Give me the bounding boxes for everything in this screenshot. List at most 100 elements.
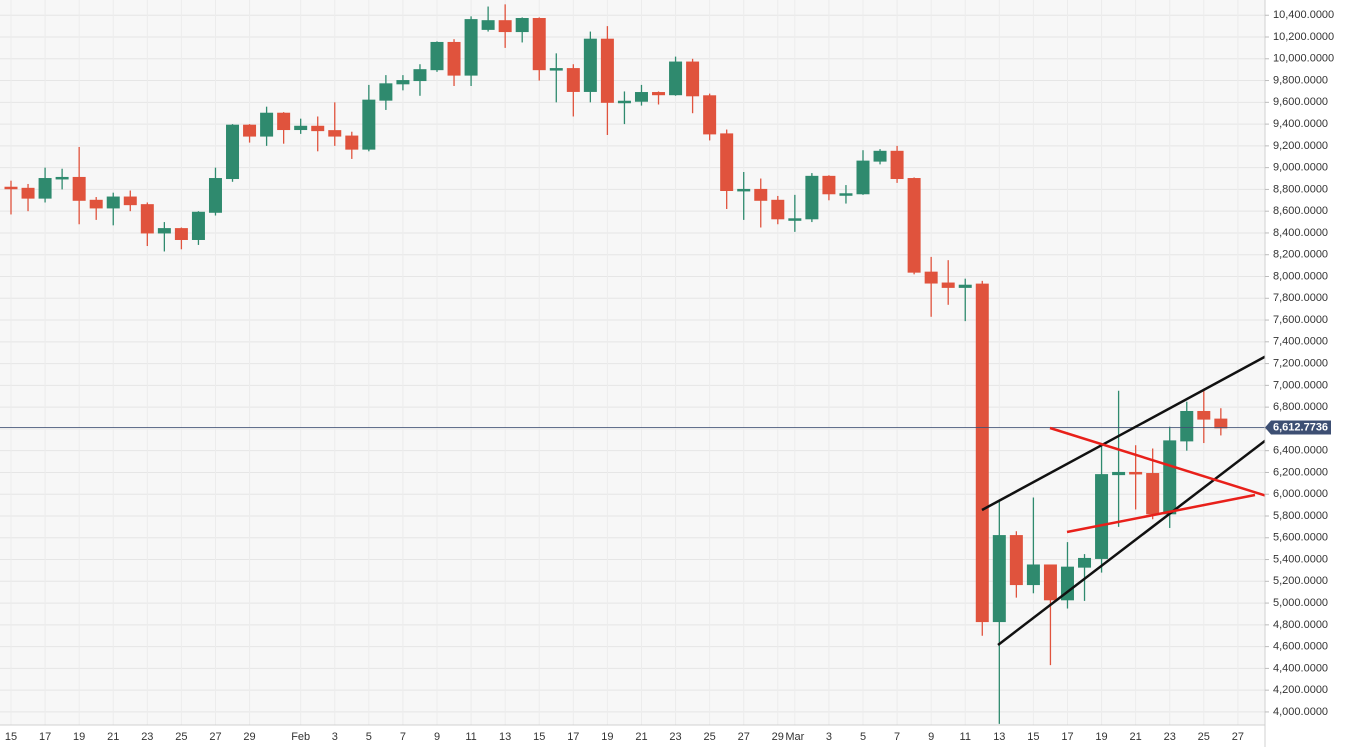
y-tick-label: 6,800.0000 (1273, 401, 1328, 413)
candle-body (686, 61, 700, 97)
x-tick-label: Feb (291, 731, 310, 743)
candle-body (754, 188, 768, 201)
candle-body (1112, 471, 1126, 476)
y-tick-label: 8,200.0000 (1273, 249, 1328, 261)
candle-body (515, 18, 529, 33)
candle-body (191, 211, 205, 240)
y-tick-label: 8,000.0000 (1273, 270, 1328, 282)
candle-body (38, 178, 52, 199)
x-tick-label: 25 (1198, 731, 1210, 743)
trendline (1066, 493, 1256, 534)
candle-body (737, 188, 751, 192)
y-tick-label: 9,200.0000 (1273, 140, 1328, 152)
candle-body (856, 160, 870, 195)
candle-body (72, 176, 86, 201)
x-tick-label: 25 (175, 731, 187, 743)
candle-body (1180, 410, 1194, 442)
y-tick-label: 5,600.0000 (1273, 532, 1328, 544)
x-tick-label: 13 (499, 731, 511, 743)
candle-body (617, 100, 631, 104)
x-tick-label: 29 (772, 731, 784, 743)
y-tick-label: 6,000.0000 (1273, 488, 1328, 500)
x-tick-label: 23 (1164, 731, 1176, 743)
y-tick-label: 5,400.0000 (1273, 553, 1328, 565)
x-tick-label: 19 (1095, 731, 1107, 743)
x-tick-label: 15 (1027, 731, 1039, 743)
candle-body (703, 95, 717, 135)
x-tick-label: 23 (141, 731, 153, 743)
candle-body (396, 80, 410, 85)
candle-body (600, 38, 614, 103)
y-tick-label: 10,200.0000 (1273, 31, 1334, 43)
candle-body (21, 187, 35, 199)
candle-body (140, 204, 154, 234)
x-tick-label: 27 (738, 731, 750, 743)
candle-body (362, 99, 376, 150)
last-price-badge (1265, 420, 1331, 435)
x-tick-label: 3 (332, 731, 338, 743)
y-tick-label: 8,800.0000 (1273, 183, 1328, 195)
y-tick-label: 5,000.0000 (1273, 597, 1328, 609)
candle-body (226, 124, 240, 180)
y-tick-label: 7,800.0000 (1273, 292, 1328, 304)
candle-body (1060, 566, 1074, 601)
x-tick-label: 15 (533, 731, 545, 743)
candle-body (992, 535, 1006, 623)
candle-body (975, 283, 989, 623)
candle-body (805, 175, 819, 220)
candle-body (208, 178, 222, 213)
y-tick-label: 4,400.0000 (1273, 662, 1328, 674)
candle-body (1214, 418, 1228, 429)
x-tick-label: 9 (928, 731, 934, 743)
x-tick-label: 27 (209, 731, 221, 743)
x-tick-label: 9 (434, 731, 440, 743)
x-tick-label: 17 (39, 731, 51, 743)
candle-body (328, 130, 342, 137)
candle-body (481, 20, 495, 30)
candle-body (1009, 535, 1023, 586)
candle-body (123, 196, 137, 206)
candle-body (1163, 440, 1177, 515)
y-tick-label: 9,400.0000 (1273, 118, 1328, 130)
x-tick-label: Mar (785, 731, 804, 743)
candle-body (549, 68, 563, 71)
candle-body (532, 18, 546, 71)
candle-body (1078, 557, 1092, 568)
y-tick-label: 6,400.0000 (1273, 445, 1328, 457)
last-price-label: 6,612.7736 (1273, 421, 1328, 433)
x-tick-label: 3 (826, 731, 832, 743)
y-tick-label: 4,200.0000 (1273, 684, 1328, 696)
x-tick-label: 27 (1232, 731, 1244, 743)
candle-body (55, 176, 69, 180)
y-tick-label: 9,600.0000 (1273, 96, 1328, 108)
candle-body (822, 175, 836, 195)
candle-body (464, 19, 478, 76)
candle-body (1197, 410, 1211, 420)
candle-body (839, 193, 853, 196)
y-tick-label: 4,000.0000 (1273, 706, 1328, 718)
y-tick-label: 9,000.0000 (1273, 162, 1328, 174)
candle-body (890, 150, 904, 180)
candle-body (873, 150, 887, 162)
y-tick-label: 10,400.0000 (1273, 9, 1334, 21)
y-tick-label: 7,600.0000 (1273, 314, 1328, 326)
candle-body (379, 83, 393, 101)
x-tick-label: 11 (465, 731, 476, 743)
candle-body (1146, 473, 1160, 515)
candle-body (583, 38, 597, 92)
candle-body (907, 178, 921, 273)
trendlines (981, 355, 1265, 646)
candle-body (243, 124, 257, 137)
plot-background (0, 0, 1265, 725)
y-tick-label: 7,000.0000 (1273, 379, 1328, 391)
y-tick-label: 10,000.0000 (1273, 53, 1334, 65)
x-tick-label: 21 (107, 731, 119, 743)
x-tick-label: 25 (704, 731, 716, 743)
candle-body (652, 92, 666, 96)
candle-body (720, 133, 734, 192)
candle-body (771, 199, 785, 220)
candle-body (4, 186, 18, 190)
x-tick-label: 11 (960, 731, 971, 743)
x-tick-label: 7 (400, 731, 406, 743)
